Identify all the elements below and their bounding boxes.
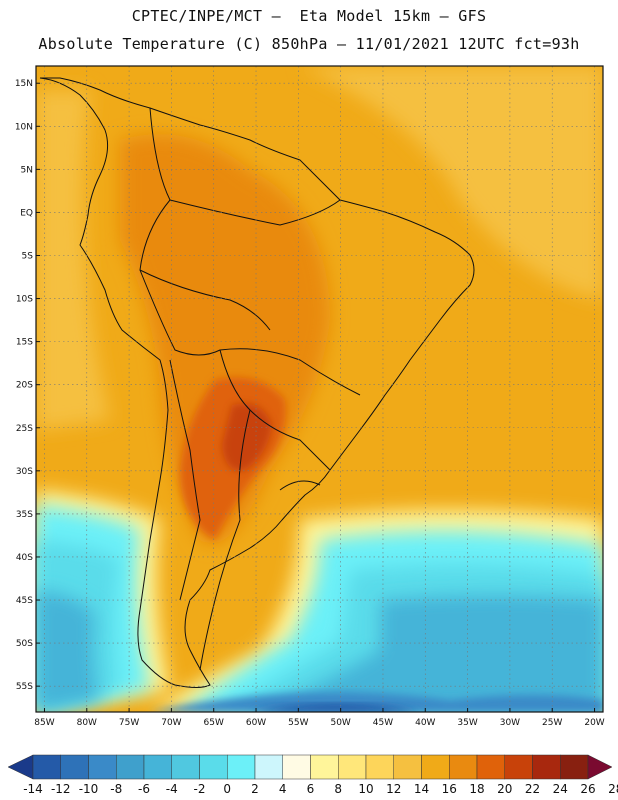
colorbar-swatch xyxy=(227,754,256,780)
colorbar-label: -2 xyxy=(194,782,206,796)
lon-tick-label: 70W xyxy=(161,718,181,728)
colorbar-label: 22 xyxy=(525,782,540,796)
lon-tick-label: 65W xyxy=(204,718,224,728)
lon-tick-label: 85W xyxy=(34,718,54,728)
colorbar-swatch xyxy=(143,754,172,780)
colorbar-label: 8 xyxy=(334,782,342,796)
colorbar-swatch xyxy=(365,754,394,780)
colorbar-swatch xyxy=(587,754,613,780)
map-gridlines xyxy=(36,66,603,712)
colorbar-swatch xyxy=(449,754,478,780)
colorbar-swatch xyxy=(171,754,200,780)
colorbar-label: 6 xyxy=(307,782,315,796)
lat-tick-label: 5N xyxy=(21,165,33,175)
lon-tick-label: 55W xyxy=(288,718,308,728)
colorbar-swatch xyxy=(60,754,89,780)
colorbar-label: 20 xyxy=(497,782,512,796)
lon-tick-label: 25W xyxy=(542,718,562,728)
lon-tick-label: 80W xyxy=(77,718,97,728)
colorbar-label: -8 xyxy=(110,782,122,796)
lat-tick-label: 15S xyxy=(16,338,33,348)
colorbar-label: -10 xyxy=(79,782,99,796)
lat-tick-label: 20S xyxy=(16,381,33,391)
colorbar-swatch xyxy=(116,754,145,780)
colorbar-label: 10 xyxy=(358,782,373,796)
colorbar-label: 12 xyxy=(386,782,401,796)
colorbar-swatch xyxy=(88,754,117,780)
lat-tick-label: 50S xyxy=(16,639,33,649)
colorbar-swatch xyxy=(199,754,228,780)
lon-tick-label: 40W xyxy=(415,718,435,728)
lat-tick-label: 45S xyxy=(16,596,33,606)
lon-tick-label: 45W xyxy=(373,718,393,728)
colorbar-label: 18 xyxy=(469,782,484,796)
colorbar-swatch xyxy=(393,754,422,780)
lon-tick-label: 75W xyxy=(119,718,139,728)
colorbar-label: -12 xyxy=(51,782,71,796)
lat-tick-label: 35S xyxy=(16,510,33,520)
longitude-axis: 85W 80W 75W 70W 65W 60W 55W 50W 45W 40W 35W 30W 25W 2… xyxy=(34,708,605,728)
map-title: CPTEC/INPE/MCT – Eta Model 15km – GFS xyxy=(131,7,487,25)
lat-tick-label: 5S xyxy=(22,251,34,261)
lon-tick-label: 30W xyxy=(500,718,520,728)
colorbar-swatch xyxy=(504,754,533,780)
colorbar-label: -6 xyxy=(138,782,150,796)
colorbar-label: -14 xyxy=(23,782,43,796)
colorbar-label: 4 xyxy=(279,782,287,796)
lat-tick-label: 15N xyxy=(15,79,33,89)
colorbar-swatch xyxy=(560,754,589,780)
latitude-axis: 15N 10N 5N EQ 5S 10S 15S 20S 25S 30S 35S 40S 45S 50S 5… xyxy=(15,79,40,692)
lat-tick-label: 40S xyxy=(16,553,33,563)
colorbar-swatch xyxy=(532,754,561,780)
colorbar-label: 2 xyxy=(251,782,259,796)
lat-tick-label: 10N xyxy=(15,122,33,132)
lat-tick-label: 25S xyxy=(16,424,33,434)
lon-tick-label: 50W xyxy=(330,718,350,728)
lat-tick-label: 30S xyxy=(16,467,33,477)
lon-tick-label: 35W xyxy=(457,718,477,728)
colorbar-swatch xyxy=(310,754,339,780)
colorbar-swatch xyxy=(476,754,505,780)
colorbar-label: 26 xyxy=(580,782,595,796)
coastline-outline xyxy=(39,77,475,688)
temperature-colorbar: -14 -12 -10 -8 -6 -4 -2 0 2 4 6 8 10 12 14 16 18 20 22 24 26… xyxy=(7,754,618,796)
colorbar-swatch xyxy=(32,754,61,780)
lat-tick-label: 55S xyxy=(16,682,33,692)
lat-tick-label: 10S xyxy=(16,295,33,305)
colorbar-label: 16 xyxy=(442,782,457,796)
colorbar-swatch xyxy=(282,754,311,780)
lon-tick-label: 60W xyxy=(246,718,266,728)
colorbar-label: 14 xyxy=(414,782,429,796)
colorbar-swatch xyxy=(338,754,367,780)
map-frame xyxy=(35,65,604,713)
colorbar-label: -4 xyxy=(166,782,178,796)
colorbar-swatch xyxy=(7,754,34,780)
colorbar-swatch xyxy=(421,754,450,780)
temperature-field xyxy=(36,66,603,712)
colorbar-swatch xyxy=(254,754,283,780)
colorbar-label: 24 xyxy=(553,782,568,796)
colorbar-label: 28 xyxy=(608,782,618,796)
map-subtitle: Absolute Temperature (C) 850hPa – 11/01/… xyxy=(38,35,580,53)
colorbar-label: 0 xyxy=(223,782,231,796)
lat-tick-label: EQ xyxy=(20,208,33,218)
lon-tick-label: 20W xyxy=(584,718,604,728)
